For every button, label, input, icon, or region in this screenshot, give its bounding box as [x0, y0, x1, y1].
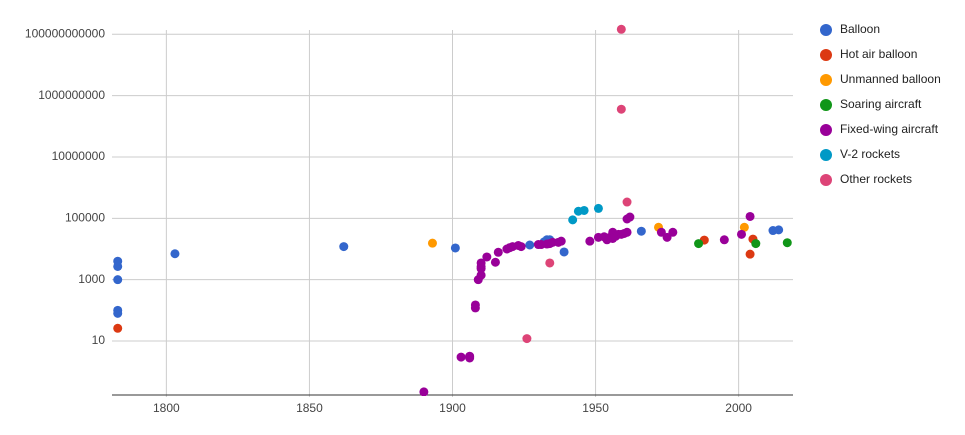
point	[559, 247, 569, 257]
point	[625, 212, 635, 222]
x-tick-label: 2000	[725, 401, 752, 415]
legend: Balloon Hot air balloon Unmanned balloon So…	[820, 22, 941, 186]
x-tick-label: 1900	[439, 401, 466, 415]
legend-label: V-2 rockets	[840, 147, 900, 161]
point	[465, 353, 475, 363]
point	[482, 252, 492, 262]
y-tick-label: 10000000	[52, 149, 106, 163]
legend-marker	[820, 174, 832, 186]
legend-marker	[820, 24, 832, 36]
point	[593, 203, 603, 213]
legend-label: Other rockets	[840, 172, 912, 186]
point	[476, 270, 486, 280]
point	[113, 308, 123, 318]
legend-label: Soaring aircraft	[840, 97, 922, 111]
point	[450, 243, 460, 253]
legend-marker	[820, 99, 832, 111]
point	[339, 242, 349, 252]
y-tick-label: 10	[92, 333, 106, 347]
legend-label: Hot air balloon	[840, 47, 917, 61]
points	[113, 24, 792, 396]
point	[427, 238, 437, 248]
point	[419, 387, 429, 396]
point	[736, 229, 746, 239]
legend-label: Fixed-wing aircraft	[840, 122, 939, 136]
point	[739, 222, 749, 232]
grid	[112, 30, 793, 397]
point	[476, 264, 486, 274]
ticks: 10 1000 100000 10000000 1000000000 1000000000…	[25, 26, 752, 415]
legend-marker	[820, 74, 832, 86]
point	[525, 240, 535, 250]
point	[113, 275, 123, 285]
point	[556, 236, 566, 246]
point	[579, 205, 589, 215]
point	[490, 257, 500, 267]
y-tick-label: 1000000000	[38, 88, 105, 102]
point	[585, 236, 595, 246]
point	[622, 227, 632, 237]
point	[636, 226, 646, 236]
point	[774, 225, 784, 235]
point	[622, 197, 632, 207]
point	[522, 334, 532, 344]
point	[745, 249, 755, 259]
y-tick-label: 100000000000	[25, 26, 105, 40]
x-tick-label: 1950	[582, 401, 609, 415]
point	[751, 239, 761, 249]
y-tick-label: 100000	[65, 210, 105, 224]
point	[668, 227, 678, 237]
point	[694, 239, 704, 249]
point	[545, 258, 555, 268]
point	[470, 300, 480, 310]
point	[745, 211, 755, 221]
legend-marker	[820, 124, 832, 136]
x-tick-label: 1800	[153, 401, 180, 415]
point	[616, 104, 626, 114]
point	[456, 352, 466, 362]
legend-marker	[820, 49, 832, 61]
point	[113, 323, 123, 333]
point	[616, 24, 626, 34]
point	[568, 215, 578, 225]
legend-marker	[820, 149, 832, 161]
point	[719, 235, 729, 245]
x-tick-label: 1850	[296, 401, 323, 415]
point	[516, 242, 526, 252]
point	[493, 247, 503, 257]
legend-label: Balloon	[840, 22, 880, 36]
y-tick-label: 1000	[78, 272, 105, 286]
legend-label: Unmanned balloon	[840, 72, 941, 86]
point	[782, 238, 792, 248]
point	[113, 256, 123, 266]
point	[170, 249, 180, 259]
